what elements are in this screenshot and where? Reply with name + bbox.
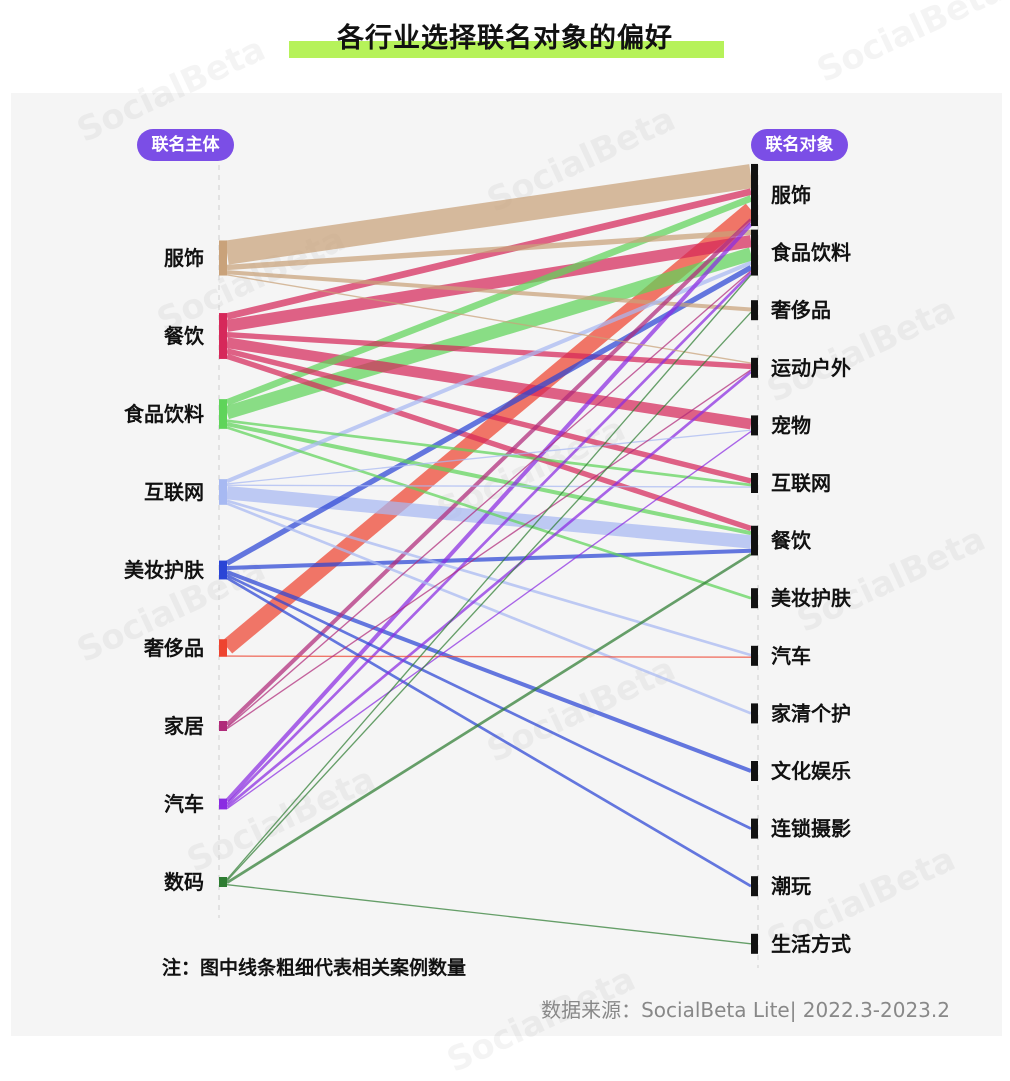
target-node-家清个护 — [751, 703, 758, 724]
target-label: 食品饮料 — [771, 241, 851, 265]
target-label: 餐饮 — [771, 529, 812, 553]
flow-美妆护肤-文化娱乐 — [226, 570, 752, 773]
flow-美妆护肤-食品饮料 — [225, 265, 753, 566]
target-label: 家清个护 — [771, 701, 851, 725]
source-node-美妆护肤 — [219, 560, 227, 580]
target-node-服饰 — [751, 163, 758, 227]
target-label: 文化娱乐 — [771, 759, 851, 783]
target-label: 互联网 — [771, 471, 831, 495]
flow-数码-奢侈品 — [226, 311, 752, 882]
flow-奢侈品-汽车 — [226, 655, 752, 658]
target-node-文化娱乐 — [751, 761, 758, 781]
source-node-数码 — [219, 877, 227, 887]
target-label: 奢侈品 — [770, 298, 831, 322]
target-label: 服饰 — [771, 183, 811, 207]
flow-服饰-服饰 — [225, 164, 753, 265]
flow-餐饮-宠物 — [226, 337, 752, 430]
source-node-家居 — [219, 721, 227, 731]
flow-数码-食品饮料 — [226, 274, 752, 880]
target-node-宠物 — [751, 415, 758, 436]
target-node-奢侈品 — [751, 300, 758, 321]
flow-食品饮料-互联网 — [226, 419, 752, 487]
source-node-互联网 — [219, 479, 227, 505]
source-label: 服饰 — [164, 246, 204, 270]
source-node-汽车 — [219, 798, 227, 810]
target-label: 汽车 — [771, 644, 811, 668]
flow-服饰-运动户外 — [226, 274, 752, 364]
source-label: 食品饮料 — [124, 402, 204, 426]
source-node-食品饮料 — [219, 399, 227, 429]
flow-美妆护肤-连锁摄影 — [226, 574, 752, 830]
source-label: 汽车 — [164, 792, 204, 816]
target-label: 美妆护肤 — [771, 586, 852, 610]
right-header-pill: 联名对象 — [751, 129, 848, 161]
target-node-潮玩 — [751, 876, 758, 897]
flow-互联网-食品饮料 — [226, 260, 752, 484]
sankey-chart: 服饰餐饮食品饮料互联网美妆护肤奢侈品家居汽车数码服饰食品饮料奢侈品运动户外宠物互… — [124, 163, 852, 968]
flow-互联网-餐饮 — [226, 485, 752, 549]
flow-汽车-运动户外 — [226, 370, 752, 808]
flow-互联网-宠物 — [226, 429, 752, 485]
flow-美妆护肤-餐饮 — [226, 548, 752, 570]
source-label: 奢侈品 — [143, 636, 204, 660]
flow-家居-运动户外 — [226, 369, 752, 730]
source-label: 餐饮 — [164, 324, 205, 348]
flow-食品饮料-服饰 — [225, 195, 753, 406]
flow-餐饮-餐饮 — [226, 353, 752, 532]
flow-互联网-家清个护 — [226, 502, 752, 715]
flow-数码-生活方式 — [226, 884, 752, 945]
target-node-食品饮料 — [751, 229, 758, 276]
source-label: 美妆护肤 — [124, 558, 205, 582]
source-label: 数码 — [164, 870, 204, 894]
target-node-运动户外 — [751, 357, 758, 378]
flow-食品饮料-美妆护肤 — [226, 426, 752, 600]
target-label: 连锁摄影 — [771, 817, 851, 841]
target-node-餐饮 — [751, 525, 758, 556]
flow-餐饮-服饰 — [226, 188, 752, 320]
target-label: 生活方式 — [771, 932, 851, 956]
chart-title: 各行业选择联名对象的偏好 — [337, 23, 673, 54]
title-highlight — [289, 41, 724, 58]
target-node-互联网 — [751, 473, 758, 493]
source-label: 互联网 — [144, 480, 204, 504]
flow-食品饮料-餐饮 — [226, 422, 752, 536]
flow-服饰-食品饮料 — [226, 229, 752, 271]
footnote: 注：图中线条粗细代表相关案例数量 — [162, 957, 467, 979]
flow-汽车-宠物 — [226, 430, 752, 810]
target-node-美妆护肤 — [751, 588, 758, 609]
target-label: 运动户外 — [771, 356, 851, 380]
target-node-汽车 — [751, 645, 758, 666]
left-header-pill: 联名主体 — [137, 129, 234, 161]
target-node-生活方式 — [751, 933, 758, 954]
flow-数码-餐饮 — [226, 552, 752, 884]
flow-家居-服饰 — [225, 218, 753, 727]
target-label: 宠物 — [771, 413, 811, 437]
flow-互联网-互联网 — [226, 484, 752, 488]
target-node-连锁摄影 — [751, 818, 758, 839]
data-source: 数据来源：SocialBeta Lite| 2022.3-2023.2 — [541, 998, 950, 1022]
source-label: 家居 — [164, 714, 204, 738]
flow-餐饮-食品饮料 — [226, 235, 752, 332]
flow-家居-食品饮料 — [226, 270, 752, 728]
source-node-服饰 — [219, 240, 227, 276]
title-area: 各行业选择联名对象的偏好 — [0, 0, 1010, 70]
flow-美妆护肤-潮玩 — [226, 576, 752, 888]
source-node-奢侈品 — [219, 639, 227, 657]
source-node-餐饮 — [219, 313, 227, 359]
flow-汽车-食品饮料 — [226, 271, 752, 805]
target-label: 潮玩 — [771, 874, 811, 898]
